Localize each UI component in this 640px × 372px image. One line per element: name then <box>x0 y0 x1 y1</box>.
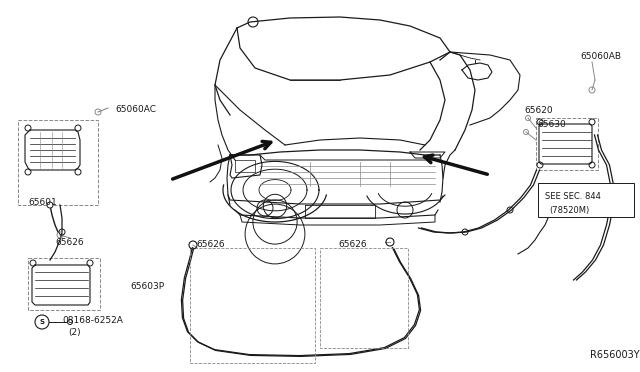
Text: 65626: 65626 <box>196 240 225 249</box>
Text: 65060AC: 65060AC <box>115 105 156 114</box>
Text: R656003Y: R656003Y <box>590 350 639 360</box>
Text: 65060AB: 65060AB <box>580 52 621 61</box>
Text: 65626: 65626 <box>55 238 84 247</box>
Text: (2): (2) <box>68 328 81 337</box>
Text: (78520M): (78520M) <box>549 206 589 215</box>
Circle shape <box>47 202 53 208</box>
Circle shape <box>67 320 72 324</box>
Text: 65626: 65626 <box>339 240 367 249</box>
Text: S: S <box>40 319 45 325</box>
Text: 08168-6252A: 08168-6252A <box>62 316 123 325</box>
Text: SEE SEC. 844: SEE SEC. 844 <box>545 192 601 201</box>
FancyBboxPatch shape <box>538 183 634 217</box>
Text: 65603P: 65603P <box>130 282 164 291</box>
Text: 65620: 65620 <box>524 106 552 115</box>
Text: 65630: 65630 <box>537 120 566 129</box>
Text: 65601: 65601 <box>28 198 57 207</box>
